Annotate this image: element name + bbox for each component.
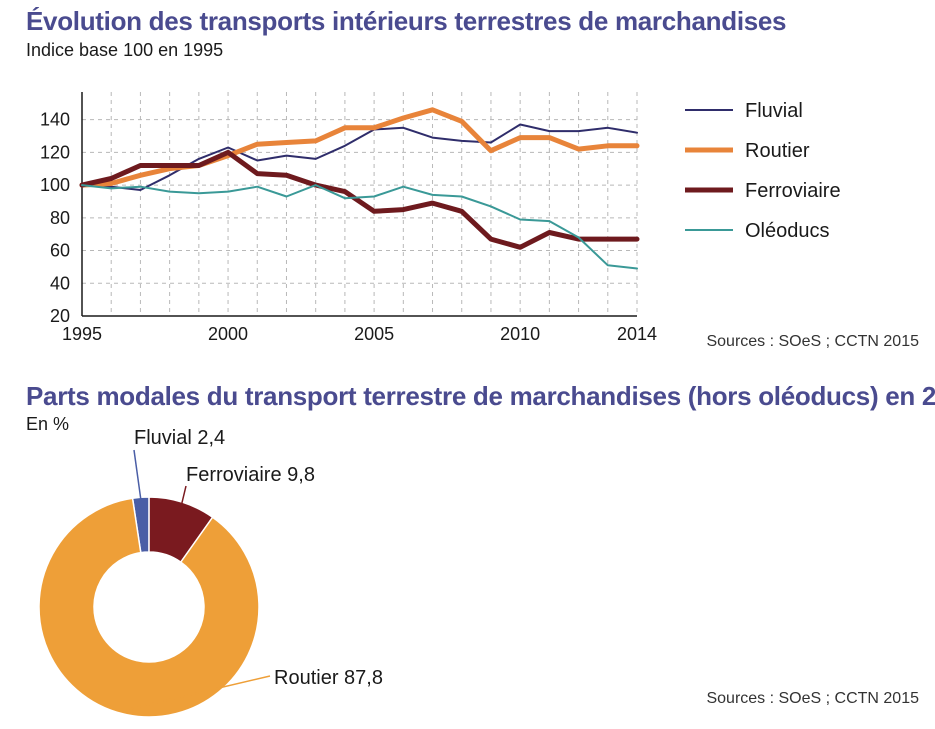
- leader-line: [180, 485, 187, 507]
- line-chart-legend: Fluvial Routier Ferroviaire Oléoducs: [685, 100, 841, 242]
- y-tick-label: 20: [50, 306, 70, 326]
- donut-slice-routier: [38, 497, 260, 718]
- leader-line: [133, 449, 142, 502]
- donut-chart-labels: Fluvial 2,4 Ferroviaire 9,8 Routier 87,8: [134, 427, 383, 689]
- line-chart-subtitle: Indice base 100 en 1995: [26, 40, 224, 60]
- leader-line: [124, 675, 271, 711]
- line-chart-grid: [81, 92, 638, 317]
- y-tick-label: 120: [40, 142, 70, 162]
- series-line-oloducs: [81, 184, 638, 270]
- legend-label: Ferroviaire: [745, 180, 841, 202]
- donut-label: Routier 87,8: [274, 667, 383, 689]
- line-chart-title: Évolution des transports intérieurs terr…: [26, 6, 787, 36]
- legend-label: Fluvial: [745, 100, 803, 122]
- y-tick-label: 60: [50, 241, 70, 261]
- donut-chart: Fluvial 2,4 Ferroviaire 9,8 Routier 87,8: [38, 427, 383, 718]
- x-tick-label: 2010: [500, 324, 540, 344]
- donut-chart-leader-lines: [124, 449, 271, 711]
- x-tick-label: 1995: [62, 324, 102, 344]
- legend-label: Routier: [745, 140, 810, 162]
- line-chart-x-tick-labels: 1995 2000 2005 2010 2014: [62, 324, 657, 344]
- line-chart: 20 40 60 80 100 120 140 1995 2000 2005 2010 2014 F…: [40, 92, 841, 344]
- line-chart-source: Sources : SOeS ; CCTN 2015: [706, 333, 919, 350]
- series-line-fluvial: [81, 123, 638, 191]
- y-tick-label: 40: [50, 273, 70, 293]
- legend-label: Oléoducs: [745, 220, 830, 242]
- y-tick-label: 80: [50, 208, 70, 228]
- series-line-ferroviaire: [79, 149, 640, 250]
- donut-label: Fluvial 2,4: [134, 427, 225, 449]
- y-tick-label: 140: [40, 110, 70, 130]
- line-chart-series: [79, 107, 640, 270]
- line-chart-y-tick-labels: 20 40 60 80 100 120 140: [40, 110, 70, 326]
- donut-chart-source: Sources : SOeS ; CCTN 2015: [706, 690, 919, 707]
- donut-chart-slices: [38, 496, 260, 718]
- donut-label: Ferroviaire 9,8: [186, 464, 315, 486]
- x-tick-label: 2014: [617, 324, 657, 344]
- series-line-routier: [79, 107, 640, 188]
- x-tick-label: 2005: [354, 324, 394, 344]
- x-tick-label: 2000: [208, 324, 248, 344]
- donut-chart-title: Parts modales du transport terrestre de …: [26, 381, 935, 411]
- line-chart-axes: [81, 92, 637, 317]
- y-tick-label: 100: [40, 175, 70, 195]
- donut-chart-subtitle: En %: [26, 414, 70, 434]
